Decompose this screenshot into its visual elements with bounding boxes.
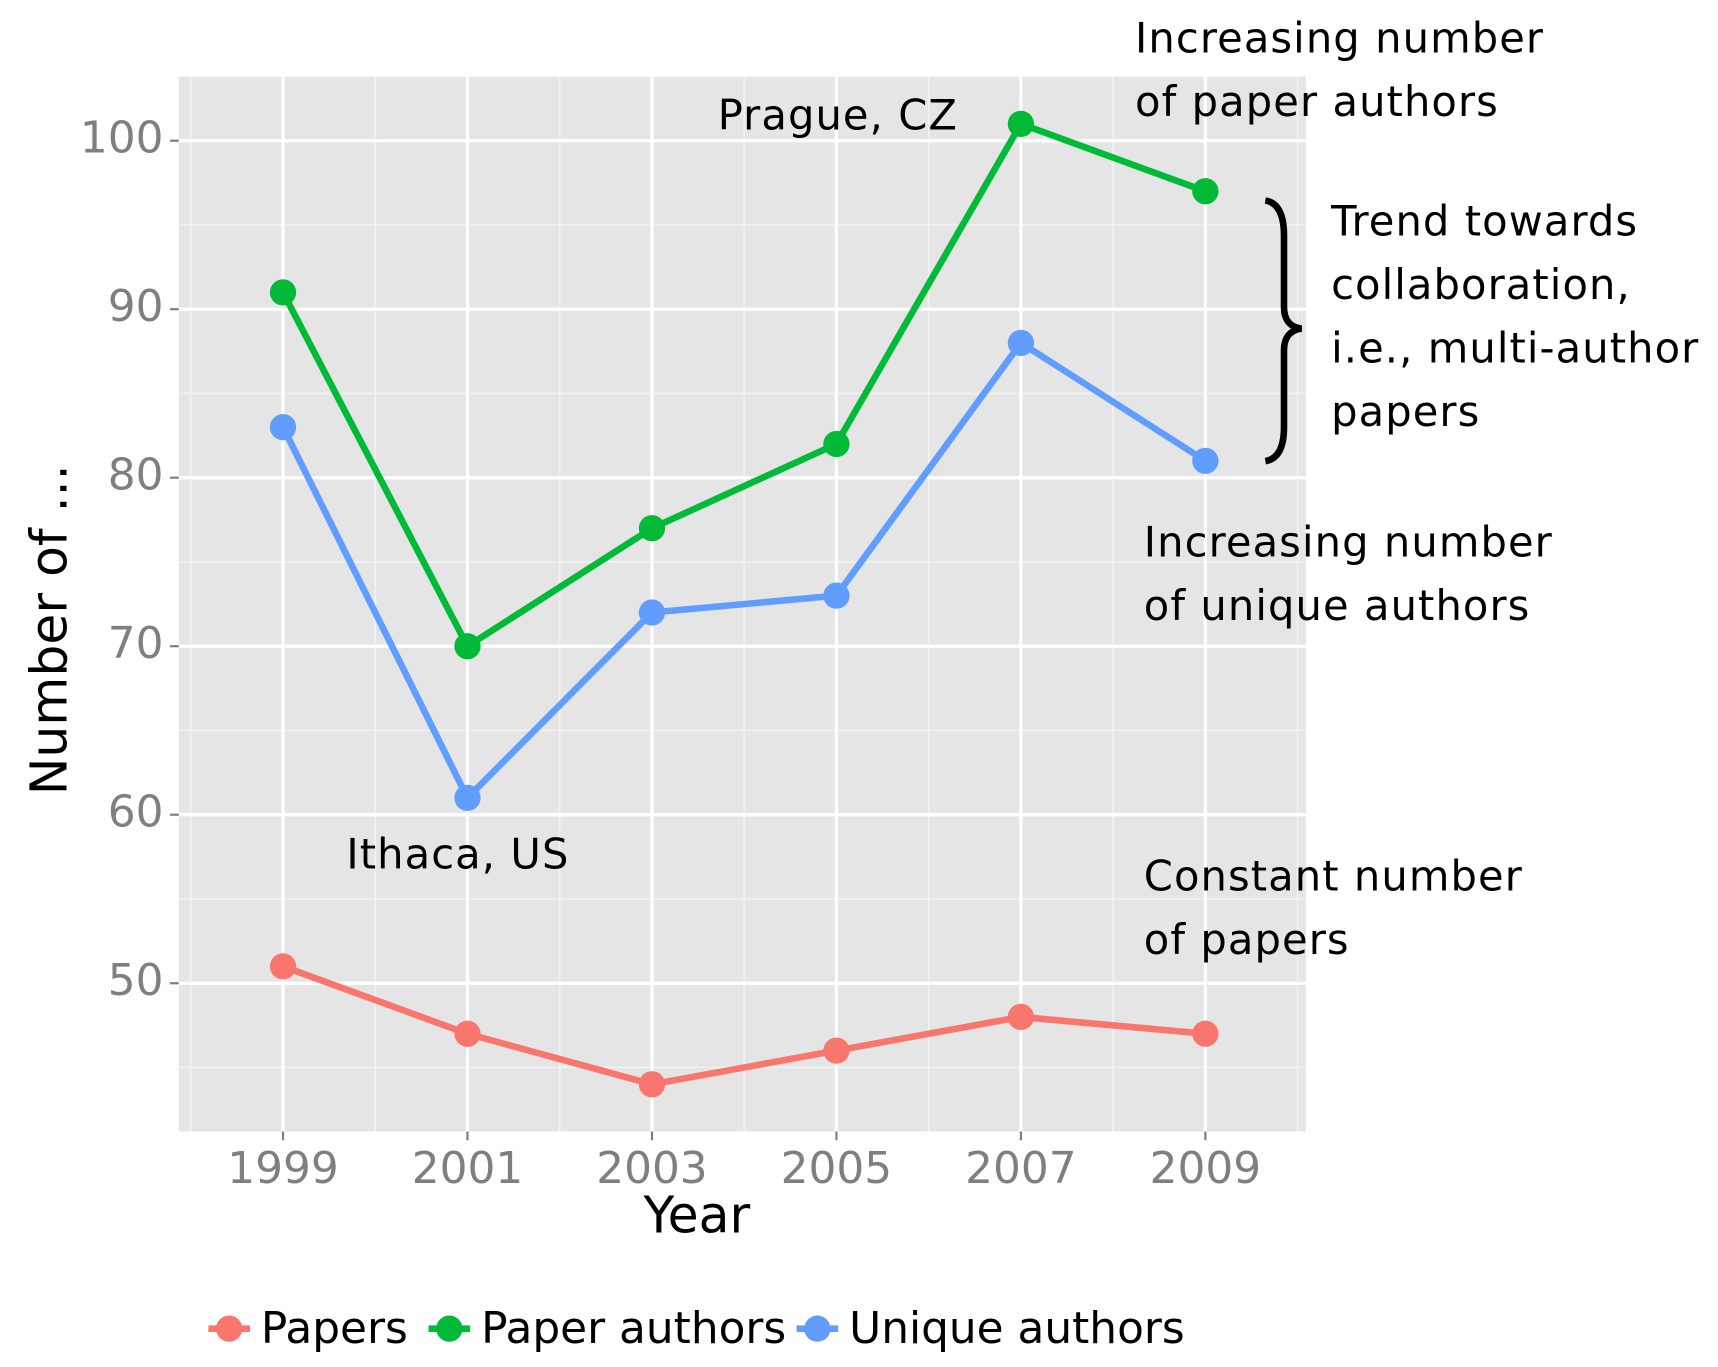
data-point [823,582,850,609]
y-tick-label: 60 [108,787,164,838]
y-tick-label: 100 [80,113,164,164]
annotation: Prague, CZ [718,90,958,139]
marks [269,110,1219,1098]
legend-label: Papers [261,1303,408,1354]
annotation: Constant number [1144,852,1523,901]
x-tick-label: 2009 [1150,1143,1261,1194]
annotation: of unique authors [1144,581,1531,630]
annotation: Increasing number [1144,517,1553,566]
annotation: Ithaca, US [346,830,569,879]
annotation: Increasing number [1135,14,1544,63]
annotation: Trend towards [1330,197,1638,246]
data-point [823,1037,850,1064]
data-point [1007,110,1035,137]
data-point [269,414,297,441]
x-tick-label: 1999 [227,1143,338,1194]
data-point [454,784,481,812]
annotation: papers [1331,387,1480,436]
x-tick-label: 2001 [412,1143,523,1194]
data-point [1007,1003,1035,1031]
brace [1264,197,1303,465]
data-point [1192,447,1219,475]
data-point [638,515,666,542]
x-tick-label: 2003 [596,1143,707,1194]
x-axis-title: Year [643,1186,751,1245]
x-tick-label: 2007 [965,1143,1076,1194]
data-point [638,1071,666,1098]
data-point [1192,1020,1219,1047]
y-tick-label: 50 [108,955,164,1006]
y-tick-label: 80 [108,450,164,501]
data-point [269,953,297,980]
legend-key-point [436,1315,463,1342]
series-line [280,339,1208,802]
data-point [823,430,850,458]
legend-key-point [804,1315,831,1342]
y-tick-label: 90 [108,281,164,332]
y-axis-title: Number of ... [19,464,78,795]
data-point [1192,178,1219,205]
legend-label: Unique authors [849,1303,1185,1354]
data-point [1007,329,1035,357]
series-line [281,963,1206,1088]
data-point [454,633,481,660]
annotation: of papers [1144,915,1350,964]
legend-label: Paper authors [481,1303,786,1354]
annotation: collaboration, [1331,260,1631,309]
x-tick-label: 2005 [781,1143,892,1194]
annotation: of paper authors [1135,77,1499,126]
series-line [280,120,1207,650]
annotation: i.e., multi-author [1331,324,1699,373]
legend-key-point [216,1315,243,1342]
data-point [454,1020,481,1047]
data-point [269,279,297,306]
y-tick-label: 70 [108,618,164,669]
data-point [638,599,666,626]
